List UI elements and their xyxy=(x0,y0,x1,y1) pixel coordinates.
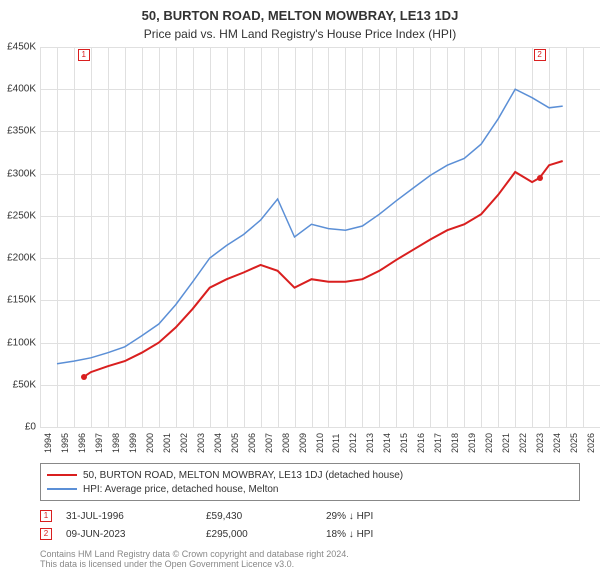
sale-marker-dot xyxy=(81,374,87,380)
sales-row-diff: 29% ↓ HPI xyxy=(326,511,446,522)
x-tick-label: 2003 xyxy=(196,433,206,453)
y-axis: £0£50K£100K£150K£200K£250K£300K£350K£400… xyxy=(0,47,40,427)
y-tick-label: £200K xyxy=(7,253,36,264)
sales-row: 2 09-JUN-2023£295,00018% ↓ HPI xyxy=(40,525,580,543)
sales-row-date: 31-JUL-1996 xyxy=(66,511,206,522)
x-tick-label: 2013 xyxy=(365,433,375,453)
x-tick-label: 1997 xyxy=(94,433,104,453)
x-tick-label: 1999 xyxy=(128,433,138,453)
x-tick-label: 2024 xyxy=(552,433,562,453)
x-tick-label: 2005 xyxy=(230,433,240,453)
x-tick-label: 1994 xyxy=(43,433,53,453)
sales-row-date: 09-JUN-2023 xyxy=(66,529,206,540)
x-tick-label: 2006 xyxy=(247,433,257,453)
x-tick-label: 2007 xyxy=(264,433,274,453)
x-tick-label: 2004 xyxy=(213,433,223,453)
sale-marker-label: 2 xyxy=(534,49,546,61)
footer-line2: This data is licensed under the Open Gov… xyxy=(40,559,580,569)
footer-line1: Contains HM Land Registry data © Crown c… xyxy=(40,549,580,559)
sales-row-marker: 1 xyxy=(40,510,52,522)
legend: 50, BURTON ROAD, MELTON MOWBRAY, LE13 1D… xyxy=(40,463,580,501)
x-tick-label: 2009 xyxy=(298,433,308,453)
sales-row: 1 31-JUL-1996£59,43029% ↓ HPI xyxy=(40,507,580,525)
y-tick-label: £450K xyxy=(7,42,36,53)
chart-subtitle: Price paid vs. HM Land Registry's House … xyxy=(0,23,600,47)
y-tick-label: £300K xyxy=(7,168,36,179)
sale-marker-dot xyxy=(537,175,543,181)
x-tick-label: 2002 xyxy=(179,433,189,453)
legend-row: 50, BURTON ROAD, MELTON MOWBRAY, LE13 1D… xyxy=(47,468,573,482)
x-tick-label: 2021 xyxy=(501,433,511,453)
y-tick-label: £100K xyxy=(7,337,36,348)
footer-attribution: Contains HM Land Registry data © Crown c… xyxy=(40,549,580,569)
x-tick-label: 2015 xyxy=(399,433,409,453)
y-tick-label: £150K xyxy=(7,295,36,306)
legend-row: HPI: Average price, detached house, Melt… xyxy=(47,482,573,496)
x-tick-label: 1995 xyxy=(60,433,70,453)
x-tick-label: 2011 xyxy=(331,434,341,453)
legend-label: HPI: Average price, detached house, Melt… xyxy=(83,484,279,495)
x-tick-label: 2018 xyxy=(450,433,460,453)
chart-plot xyxy=(40,47,600,427)
x-tick-label: 2023 xyxy=(535,433,545,453)
x-tick-label: 2014 xyxy=(382,433,392,453)
x-tick-label: 1996 xyxy=(77,433,87,453)
x-tick-label: 2008 xyxy=(281,433,291,453)
sales-row-diff: 18% ↓ HPI xyxy=(326,529,446,540)
y-tick-label: £400K xyxy=(7,84,36,95)
x-tick-label: 2010 xyxy=(315,433,325,453)
sales-table: 1 31-JUL-1996£59,43029% ↓ HPI 2 09-JUN-2023… xyxy=(40,507,580,543)
x-tick-label: 2012 xyxy=(348,433,358,453)
chart-area: £0£50K£100K£150K£200K£250K£300K£350K£400… xyxy=(40,47,600,427)
sale-marker-label: 1 xyxy=(78,49,90,61)
x-tick-label: 1998 xyxy=(111,433,121,453)
y-tick-label: £250K xyxy=(7,210,36,221)
sales-row-price: £295,000 xyxy=(206,529,326,540)
x-tick-label: 2022 xyxy=(518,433,528,453)
x-axis: 1994 1995 1996 1997 1998 1999 2000 2001 2002 2003… xyxy=(40,427,600,455)
y-tick-label: £350K xyxy=(7,126,36,137)
x-tick-label: 2017 xyxy=(433,433,443,453)
legend-swatch xyxy=(47,474,77,476)
y-tick-label: £0 xyxy=(25,422,36,433)
series-price_paid xyxy=(84,161,563,377)
x-tick-label: 2001 xyxy=(162,433,172,453)
y-tick-label: £50K xyxy=(13,379,36,390)
series-hpi xyxy=(57,89,563,364)
x-tick-label: 2020 xyxy=(484,433,494,453)
x-tick-label: 2000 xyxy=(145,433,155,453)
x-tick-label: 2016 xyxy=(416,433,426,453)
x-tick-label: 2019 xyxy=(467,433,477,453)
legend-label: 50, BURTON ROAD, MELTON MOWBRAY, LE13 1D… xyxy=(83,470,403,481)
sales-row-price: £59,430 xyxy=(206,511,326,522)
legend-swatch xyxy=(47,488,77,490)
chart-title: 50, BURTON ROAD, MELTON MOWBRAY, LE13 1D… xyxy=(0,0,600,23)
sales-row-marker: 2 xyxy=(40,528,52,540)
x-tick-label: 2026 xyxy=(586,433,596,453)
x-tick-label: 2025 xyxy=(569,433,579,453)
